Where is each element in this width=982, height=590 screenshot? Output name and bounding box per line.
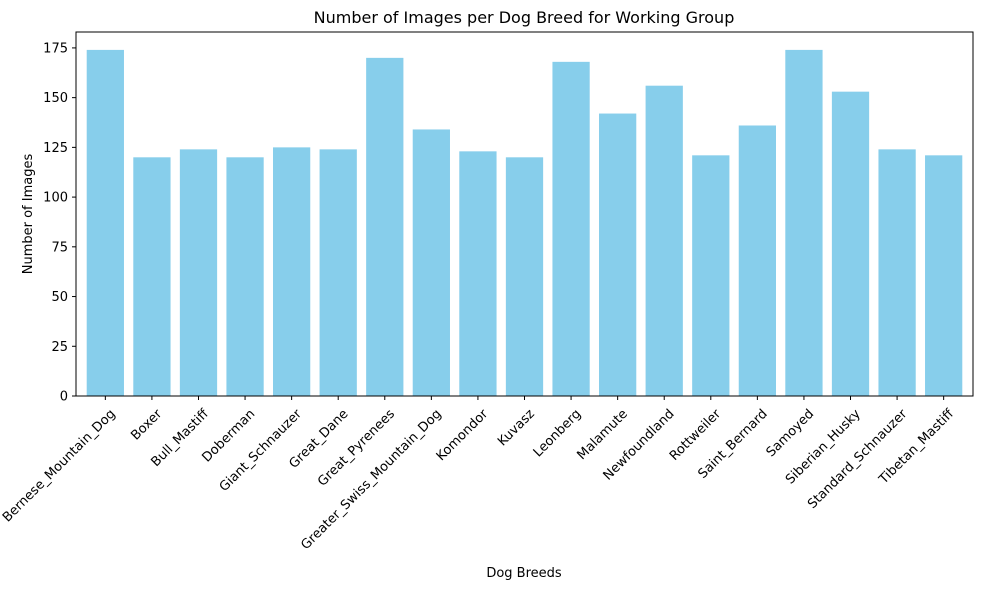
x-axis-ticks: Bernese_Mountain_Dog BoxerBull_MastiffDob… bbox=[0, 396, 958, 553]
y-tick-label: 50 bbox=[51, 290, 68, 305]
bar-boxer bbox=[133, 157, 171, 396]
y-tick-label: 75 bbox=[51, 240, 68, 255]
y-tick-label: 125 bbox=[43, 141, 68, 156]
y-tick-label: 175 bbox=[43, 41, 68, 56]
y-tick-label: 100 bbox=[43, 191, 68, 206]
bar-bernese-mountain-dog bbox=[86, 49, 124, 397]
bar-rottweiler bbox=[692, 155, 730, 396]
bar-bull-mastiff bbox=[179, 149, 218, 396]
y-tick-label: 0 bbox=[60, 390, 68, 405]
y-tick-label: 25 bbox=[51, 340, 68, 355]
bar-saint-bernard bbox=[738, 125, 776, 397]
bar-malamute bbox=[599, 113, 637, 397]
x-axis-title: Dog Breeds bbox=[486, 566, 562, 581]
x-tick-label: Kuvasz bbox=[495, 407, 538, 450]
bar-doberman bbox=[226, 157, 264, 396]
x-tick-label: Komondor bbox=[434, 406, 492, 464]
bar-komondor bbox=[459, 151, 497, 396]
bar-great-dane bbox=[319, 149, 357, 396]
x-tick-label: Giant_Schnauzer bbox=[217, 406, 306, 495]
chart-title: Number of Images per Dog Breed for Worki… bbox=[314, 8, 735, 27]
bar-siberian-husky bbox=[831, 91, 870, 397]
x-tick-label: Boxer bbox=[128, 406, 165, 443]
y-axis-ticks: 0 25 50 75 100 125 150 175 bbox=[43, 41, 76, 405]
bar-tibetan-mastiff bbox=[925, 155, 963, 396]
bar-greater-swiss-mountain-dog bbox=[412, 129, 450, 396]
bar-giant-schnauzer bbox=[273, 147, 311, 396]
y-axis-title: Number of Images bbox=[21, 154, 36, 275]
bar-samoyed bbox=[785, 49, 823, 397]
bar-kuvasz bbox=[505, 157, 544, 396]
bar-leonberg bbox=[552, 61, 590, 397]
plot-frame bbox=[75, 31, 974, 397]
bars-group bbox=[86, 49, 963, 397]
bar-standard-schnauzer bbox=[878, 149, 916, 396]
y-tick-label: 150 bbox=[43, 91, 68, 106]
bar-newfoundland bbox=[645, 85, 683, 396]
bar-great-pyrenees bbox=[366, 57, 404, 397]
x-tick-label: Bernese_Mountain_Dog bbox=[0, 407, 119, 526]
